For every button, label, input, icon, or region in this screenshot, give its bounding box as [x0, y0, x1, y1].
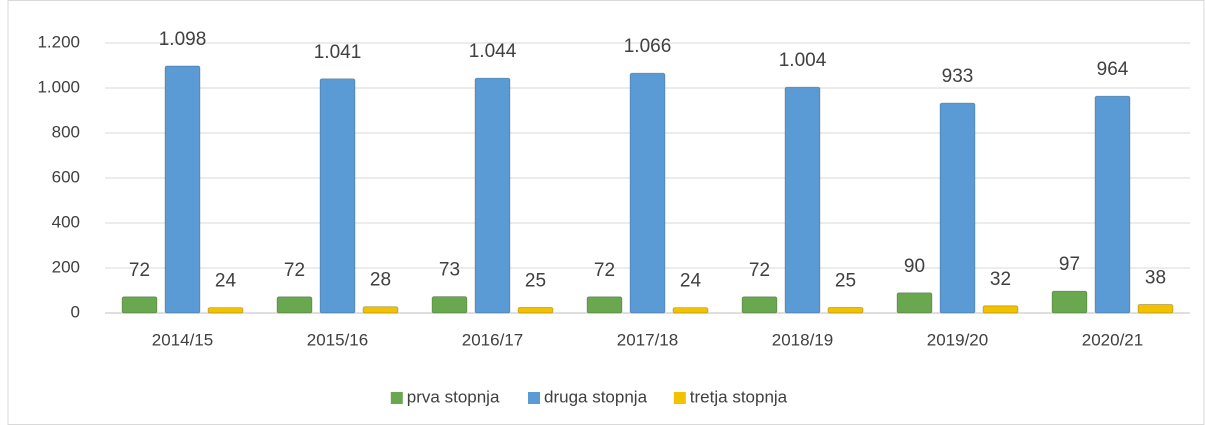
x-tick-label: 2019/20: [927, 330, 988, 349]
bar: [362, 306, 399, 314]
y-tick-label: 800: [52, 122, 80, 141]
value-label: 25: [835, 270, 856, 291]
value-label: 32: [990, 269, 1011, 290]
value-label: 933: [942, 66, 974, 87]
value-label: 72: [284, 260, 305, 281]
value-label: 72: [129, 260, 150, 281]
value-label: 90: [904, 256, 925, 277]
x-tick-label: 2016/17: [462, 330, 523, 349]
bar: [1094, 95, 1131, 314]
bar: [896, 292, 933, 314]
y-tick-label: 1.000: [37, 77, 80, 96]
bar: [982, 305, 1019, 314]
bar: [164, 65, 201, 314]
value-label: 1.041: [314, 42, 362, 63]
value-label: 24: [680, 271, 702, 292]
bar: [586, 296, 623, 314]
value-label: 72: [749, 260, 770, 281]
y-tick-label: 600: [52, 167, 80, 186]
value-label: 964: [1097, 59, 1129, 80]
value-label: 1.098: [159, 29, 207, 50]
bar: [1137, 304, 1174, 314]
y-tick-label: 0: [71, 302, 80, 321]
value-label: 1.004: [779, 50, 827, 71]
legend-swatch: [528, 392, 540, 404]
bar: [672, 307, 709, 314]
bar: [784, 86, 821, 314]
legend-label: tretja stopnja: [690, 387, 788, 406]
value-label: 24: [215, 271, 237, 292]
bar: [1051, 290, 1088, 314]
x-tick-label: 2015/16: [307, 330, 368, 349]
bar: [939, 102, 976, 314]
value-label: 25: [525, 270, 546, 291]
legend-label: prva stopnja: [407, 387, 500, 406]
x-tick-label: 2017/18: [617, 330, 678, 349]
value-label: 38: [1145, 267, 1166, 288]
value-label: 28: [370, 270, 391, 291]
bar: [207, 307, 244, 314]
bar: [827, 306, 864, 314]
y-tick-label: 1.200: [37, 32, 80, 51]
y-tick-label: 200: [52, 257, 80, 276]
value-label: 72: [594, 260, 615, 281]
bar: [319, 78, 356, 314]
value-label: 1.044: [469, 41, 517, 62]
bar: [276, 296, 313, 314]
bar: [431, 296, 468, 314]
bar: [474, 77, 511, 314]
legend-label: druga stopnja: [544, 387, 648, 406]
y-tick-label: 400: [52, 212, 80, 231]
legend-swatch: [673, 392, 686, 404]
x-tick-label: 2020/21: [1082, 330, 1143, 349]
legend-swatch: [390, 392, 403, 404]
bar: [121, 296, 158, 314]
value-label: 1.066: [624, 36, 672, 57]
value-label: 73: [439, 260, 460, 281]
value-label: 97: [1059, 254, 1080, 275]
x-tick-label: 2014/15: [152, 330, 213, 349]
bar: [517, 306, 554, 314]
x-tick-label: 2018/19: [772, 330, 833, 349]
bar: [629, 72, 666, 314]
bar: [741, 296, 778, 314]
